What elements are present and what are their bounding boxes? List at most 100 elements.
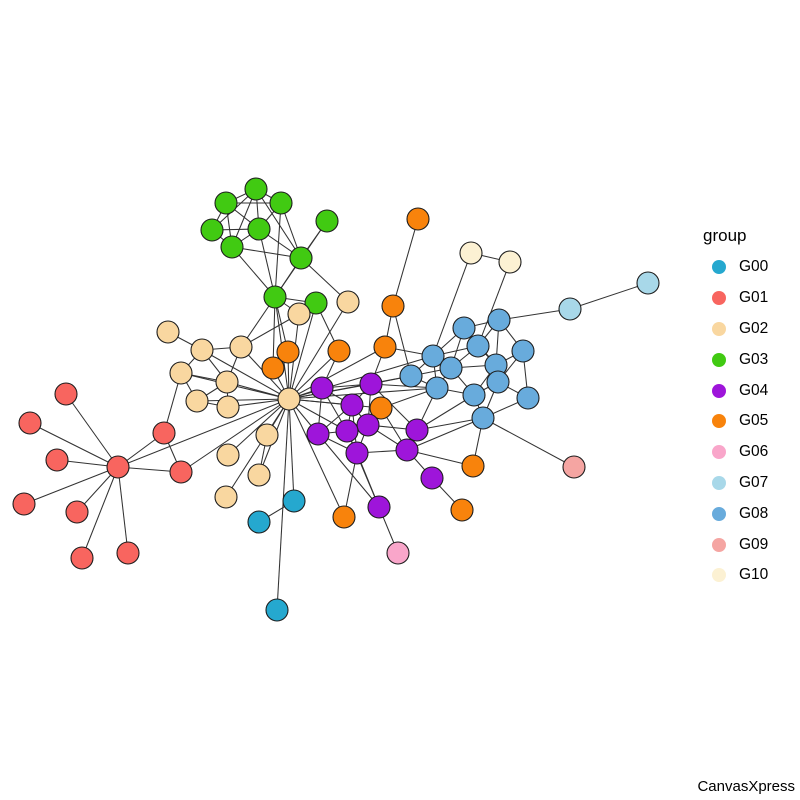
network-node-p1-G04[interactable]: [310, 376, 334, 400]
edge-cr1-b5: [432, 252, 472, 357]
edge-r4-r7: [23, 466, 119, 505]
network-node-r6-G01[interactable]: [169, 460, 193, 484]
network-node-o7-G05[interactable]: [369, 396, 393, 420]
edge-g3-g9: [274, 202, 282, 298]
edge-hub-r6: [180, 398, 290, 473]
network-node-t7-G02[interactable]: [215, 370, 239, 394]
edge-l1-l2: [569, 282, 649, 310]
network-node-g1-G03[interactable]: [244, 177, 268, 201]
network-node-b5-G08[interactable]: [421, 344, 445, 368]
network-node-t2-G02[interactable]: [287, 302, 311, 326]
network-node-o6-G05[interactable]: [261, 356, 285, 380]
network-node-o2-G05[interactable]: [381, 294, 405, 318]
network-node-r9-G01[interactable]: [70, 546, 94, 570]
network-node-s1-G09[interactable]: [562, 455, 586, 479]
network-node-t14-G02[interactable]: [214, 485, 238, 509]
network-node-b10-G08[interactable]: [486, 370, 510, 394]
network-node-c2-G00[interactable]: [247, 510, 271, 534]
network-node-p6-G04[interactable]: [335, 419, 359, 443]
network-node-g9-G03[interactable]: [263, 285, 287, 309]
network-node-b4-G08[interactable]: [511, 339, 535, 363]
network-node-cr2-G10[interactable]: [498, 250, 522, 274]
network-node-p10-G04[interactable]: [420, 466, 444, 490]
network-node-pk1-G06[interactable]: [386, 541, 410, 565]
network-node-g2-G03[interactable]: [214, 191, 238, 215]
edge-hub-t14: [225, 398, 290, 498]
network-node-t8-G02[interactable]: [185, 389, 209, 413]
legend-label-G04: G04: [739, 381, 769, 399]
network-node-o4-G05[interactable]: [327, 339, 351, 363]
network-node-p9-G04[interactable]: [395, 438, 419, 462]
legend-swatch-G10: [712, 568, 726, 583]
network-node-b2-G08[interactable]: [487, 308, 511, 332]
network-node-b6-G08[interactable]: [439, 356, 463, 380]
network-node-g4-G03[interactable]: [200, 218, 224, 242]
network-node-g10-G03[interactable]: [304, 291, 328, 315]
legend-label-G00: G00: [739, 258, 769, 276]
edge-g5-g9: [258, 228, 276, 298]
network-node-t1-G02[interactable]: [336, 290, 360, 314]
network-node-r2-G01[interactable]: [18, 411, 42, 435]
network-node-r8-G01[interactable]: [65, 500, 89, 524]
network-node-g5-G03[interactable]: [247, 217, 271, 241]
network-node-l2-G07[interactable]: [636, 271, 660, 295]
legend-label-G06: G06: [739, 443, 769, 461]
network-node-p7-G04[interactable]: [345, 441, 369, 465]
network-node-t5-G02[interactable]: [229, 335, 253, 359]
network-node-b1-G08[interactable]: [452, 316, 476, 340]
network-node-p11-G04[interactable]: [367, 495, 391, 519]
network-node-t13-G02[interactable]: [247, 463, 271, 487]
branding-label: CanvasXpress: [697, 778, 795, 795]
network-node-t3-G02[interactable]: [156, 320, 180, 344]
legend-item-G02: G02: [702, 314, 798, 345]
network-node-t4-G02[interactable]: [190, 338, 214, 362]
network-node-hub-G02[interactable]: [277, 387, 301, 411]
network-node-r5-G01[interactable]: [152, 421, 176, 445]
network-node-o8-G05[interactable]: [332, 505, 356, 529]
network-node-r7-G01[interactable]: [12, 492, 36, 516]
network-node-r4-G01[interactable]: [106, 455, 130, 479]
legend-swatch-G06: [712, 445, 726, 460]
network-node-t12-G02[interactable]: [216, 443, 240, 467]
network-node-o5-G05[interactable]: [373, 335, 397, 359]
network-node-c3-G00[interactable]: [265, 598, 289, 622]
network-node-r3-G01[interactable]: [45, 448, 69, 472]
network-node-b8-G08[interactable]: [399, 364, 423, 388]
legend-item-G03: G03: [702, 344, 798, 375]
network-node-g6-G03[interactable]: [315, 209, 339, 233]
network-node-r1-G01[interactable]: [54, 382, 78, 406]
network-node-l1-G07[interactable]: [558, 297, 582, 321]
edge-g9-o6: [272, 296, 276, 369]
network-node-b12-G08[interactable]: [516, 386, 540, 410]
edge-o2-b8: [392, 305, 412, 377]
network-node-b13-G08[interactable]: [471, 406, 495, 430]
edge-o4-hub: [288, 350, 340, 400]
network-node-o9-G05[interactable]: [450, 498, 474, 522]
network-node-c1-G00[interactable]: [282, 489, 306, 513]
network-node-g8-G03[interactable]: [289, 246, 313, 270]
network-node-b9-G08[interactable]: [425, 376, 449, 400]
network-node-o3-G05[interactable]: [276, 340, 300, 364]
network-node-o1-G05[interactable]: [406, 207, 430, 231]
network-node-r10-G01[interactable]: [116, 541, 140, 565]
network-node-t9-G02[interactable]: [216, 395, 240, 419]
network-node-p4-G04[interactable]: [356, 413, 380, 437]
network-node-g7-G03[interactable]: [220, 235, 244, 259]
network-node-cr1-G10[interactable]: [459, 241, 483, 265]
legend-swatch-G04: [712, 383, 726, 398]
legend-swatch-G02: [712, 321, 726, 336]
network-node-o10-G05[interactable]: [461, 454, 485, 478]
network-node-p3-G04[interactable]: [340, 393, 364, 417]
legend-item-G04: G04: [702, 375, 798, 406]
legend-label-G01: G01: [739, 289, 769, 307]
legend-label-G08: G08: [739, 504, 769, 522]
network-node-t6-G02[interactable]: [169, 361, 193, 385]
network-node-p5-G04[interactable]: [306, 422, 330, 446]
network-node-p8-G04[interactable]: [405, 418, 429, 442]
network-node-p2-G04[interactable]: [359, 372, 383, 396]
network-node-g3-G03[interactable]: [269, 191, 293, 215]
legend-label-G09: G09: [739, 535, 769, 553]
network-node-b3-G08[interactable]: [466, 334, 490, 358]
network-node-t11-G02[interactable]: [255, 423, 279, 447]
network-node-b11-G08[interactable]: [462, 383, 486, 407]
